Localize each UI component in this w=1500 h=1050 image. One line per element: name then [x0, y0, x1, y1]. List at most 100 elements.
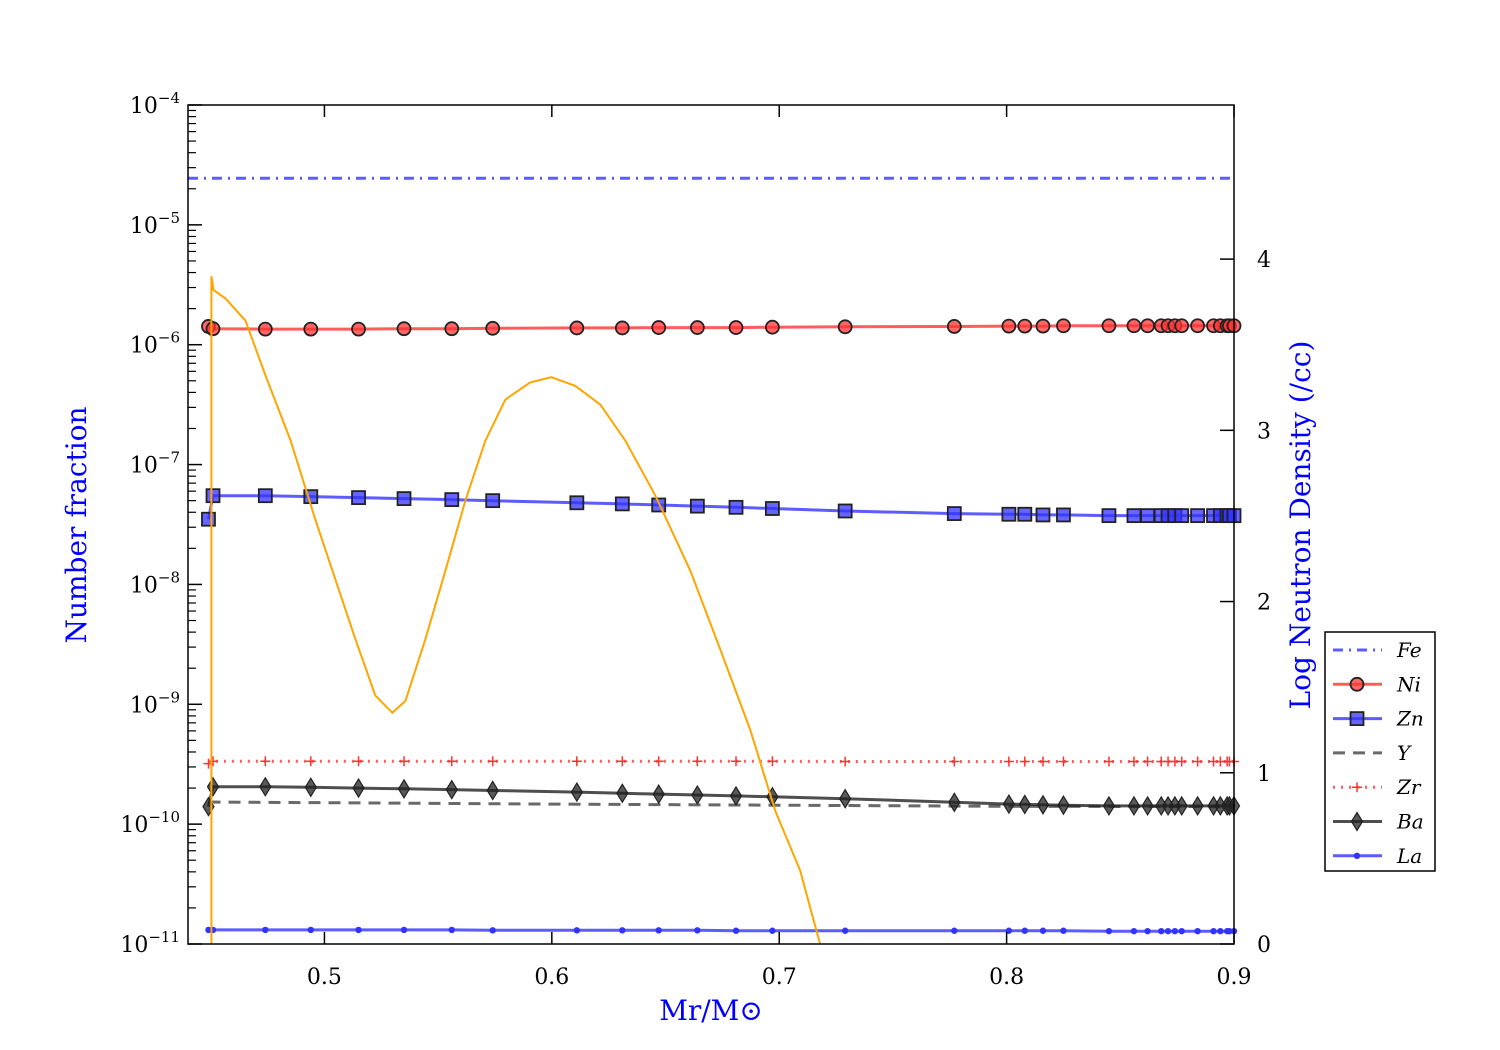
legend-label-zr: Zr	[1396, 775, 1422, 799]
data-point-ba	[1018, 794, 1032, 815]
series-ni	[201, 318, 1242, 337]
y-left-tick-label: 10−5	[130, 209, 180, 239]
data-point-zn	[1140, 508, 1155, 524]
x-tick-label: 0.8	[989, 965, 1024, 990]
data-point-zr	[653, 756, 664, 767]
legend-label-zn: Zn	[1396, 707, 1424, 731]
legend-entry-la: La	[1333, 844, 1422, 868]
data-point-zn	[257, 488, 273, 504]
data-point-ni	[1101, 318, 1117, 334]
data-point-zn	[444, 492, 460, 508]
data-point-la	[1105, 927, 1113, 935]
data-point-la	[448, 926, 455, 934]
data-point-zr	[692, 756, 703, 767]
data-point-ni	[1140, 318, 1155, 334]
axes: 0.5 0.6 0.7 0.8 0.9 10−11 10−10 10−9 10−8 10−7 10−…	[120, 89, 1271, 990]
data-point-la	[355, 926, 362, 934]
data-point-la	[1164, 927, 1172, 935]
y-right-tick-label: 3	[1257, 419, 1271, 444]
data-point-ni	[257, 321, 273, 337]
data-point-zn	[946, 506, 962, 521]
data-point-la	[1171, 927, 1179, 935]
data-point-la	[694, 927, 701, 934]
series-line-neutron-density	[210, 276, 822, 945]
data-point-ni	[1017, 318, 1033, 334]
data-point-zr	[446, 756, 457, 767]
y-left-tick-label: 10−8	[130, 568, 180, 598]
data-point-ni	[946, 319, 962, 334]
data-point-ni	[1190, 318, 1206, 334]
data-point-ni	[614, 320, 630, 336]
data-point-zn	[1056, 507, 1071, 523]
y-axis-label-right: Log Neutron Density (/cc)	[1284, 341, 1317, 710]
x-tick-label: 0.5	[307, 965, 342, 990]
legend-entry-ni: Ni	[1333, 672, 1421, 696]
data-point-zn	[1001, 506, 1017, 522]
data-point-zr	[487, 756, 498, 767]
data-point-ba	[486, 780, 499, 801]
data-point-ni	[728, 320, 744, 335]
data-point-ba	[352, 777, 365, 799]
data-point-zn	[1017, 506, 1033, 522]
data-point-ba	[652, 783, 665, 805]
data-point-la	[841, 927, 849, 934]
data-point-zn	[764, 501, 780, 516]
data-point-ni	[1035, 318, 1051, 334]
data-point-zn	[1190, 508, 1206, 524]
data-point-zr	[731, 756, 742, 767]
legend-entry-zr: Zr	[1333, 775, 1422, 799]
legend-entry-fe: Fe	[1333, 638, 1422, 662]
data-point-ba	[1175, 795, 1188, 817]
data-point-zn	[351, 490, 366, 506]
data-point-ba	[1127, 795, 1141, 817]
data-point-zr	[353, 756, 364, 767]
data-point-zr	[399, 756, 410, 767]
data-point-zr	[1176, 756, 1187, 767]
data-point-la	[1021, 927, 1028, 934]
data-point-zr	[1128, 756, 1139, 767]
data-point-zr	[949, 756, 960, 767]
y-left-tick-label: 10−10	[120, 808, 180, 838]
data-point-la	[769, 927, 776, 934]
legend-entry-y: Y	[1333, 741, 1412, 765]
data-point-zr	[1142, 756, 1153, 767]
data-point-ni	[303, 321, 319, 337]
data-point-la	[400, 926, 408, 934]
data-point-la	[1039, 927, 1047, 934]
data-point-zr	[208, 756, 219, 767]
plot-frame	[187, 104, 1235, 945]
y-right-tick-label: 4	[1257, 248, 1271, 273]
data-point-ni	[689, 320, 705, 335]
data-point-ni	[651, 320, 667, 335]
y-right-tick-label: 0	[1257, 933, 1271, 958]
legend: Fe Ni Zn Y Zr Ba La	[1324, 631, 1436, 872]
data-point-la	[1217, 927, 1224, 935]
data-point-ni	[485, 320, 501, 336]
legend-entry-ba: Ba	[1333, 810, 1424, 834]
legend-marker-ni	[1349, 676, 1365, 692]
data-point-la	[1226, 927, 1233, 935]
data-point-ba	[1057, 795, 1070, 816]
data-point-ba	[445, 779, 458, 800]
data-point-la	[1130, 927, 1138, 935]
data-point-zn	[396, 491, 412, 507]
data-point-ni	[205, 321, 221, 337]
data-point-la	[732, 927, 740, 934]
legend-marker-zr	[1352, 782, 1362, 793]
data-point-zn	[1101, 508, 1117, 524]
data-point-ba	[304, 777, 317, 798]
data-point-zr	[1003, 756, 1014, 767]
data-point-la	[619, 927, 626, 934]
data-point-ni	[1126, 318, 1142, 334]
data-point-zr	[1019, 756, 1030, 767]
data-point-zn	[205, 488, 221, 504]
data-point-la	[1194, 927, 1201, 935]
series-la	[205, 926, 1238, 935]
data-point-zr	[571, 756, 582, 767]
series-zr	[203, 756, 1239, 769]
data-point-zr	[1103, 756, 1114, 767]
series-line-la	[208, 928, 1234, 933]
legend-label-la: La	[1396, 844, 1422, 868]
data-point-ba	[1191, 795, 1204, 817]
